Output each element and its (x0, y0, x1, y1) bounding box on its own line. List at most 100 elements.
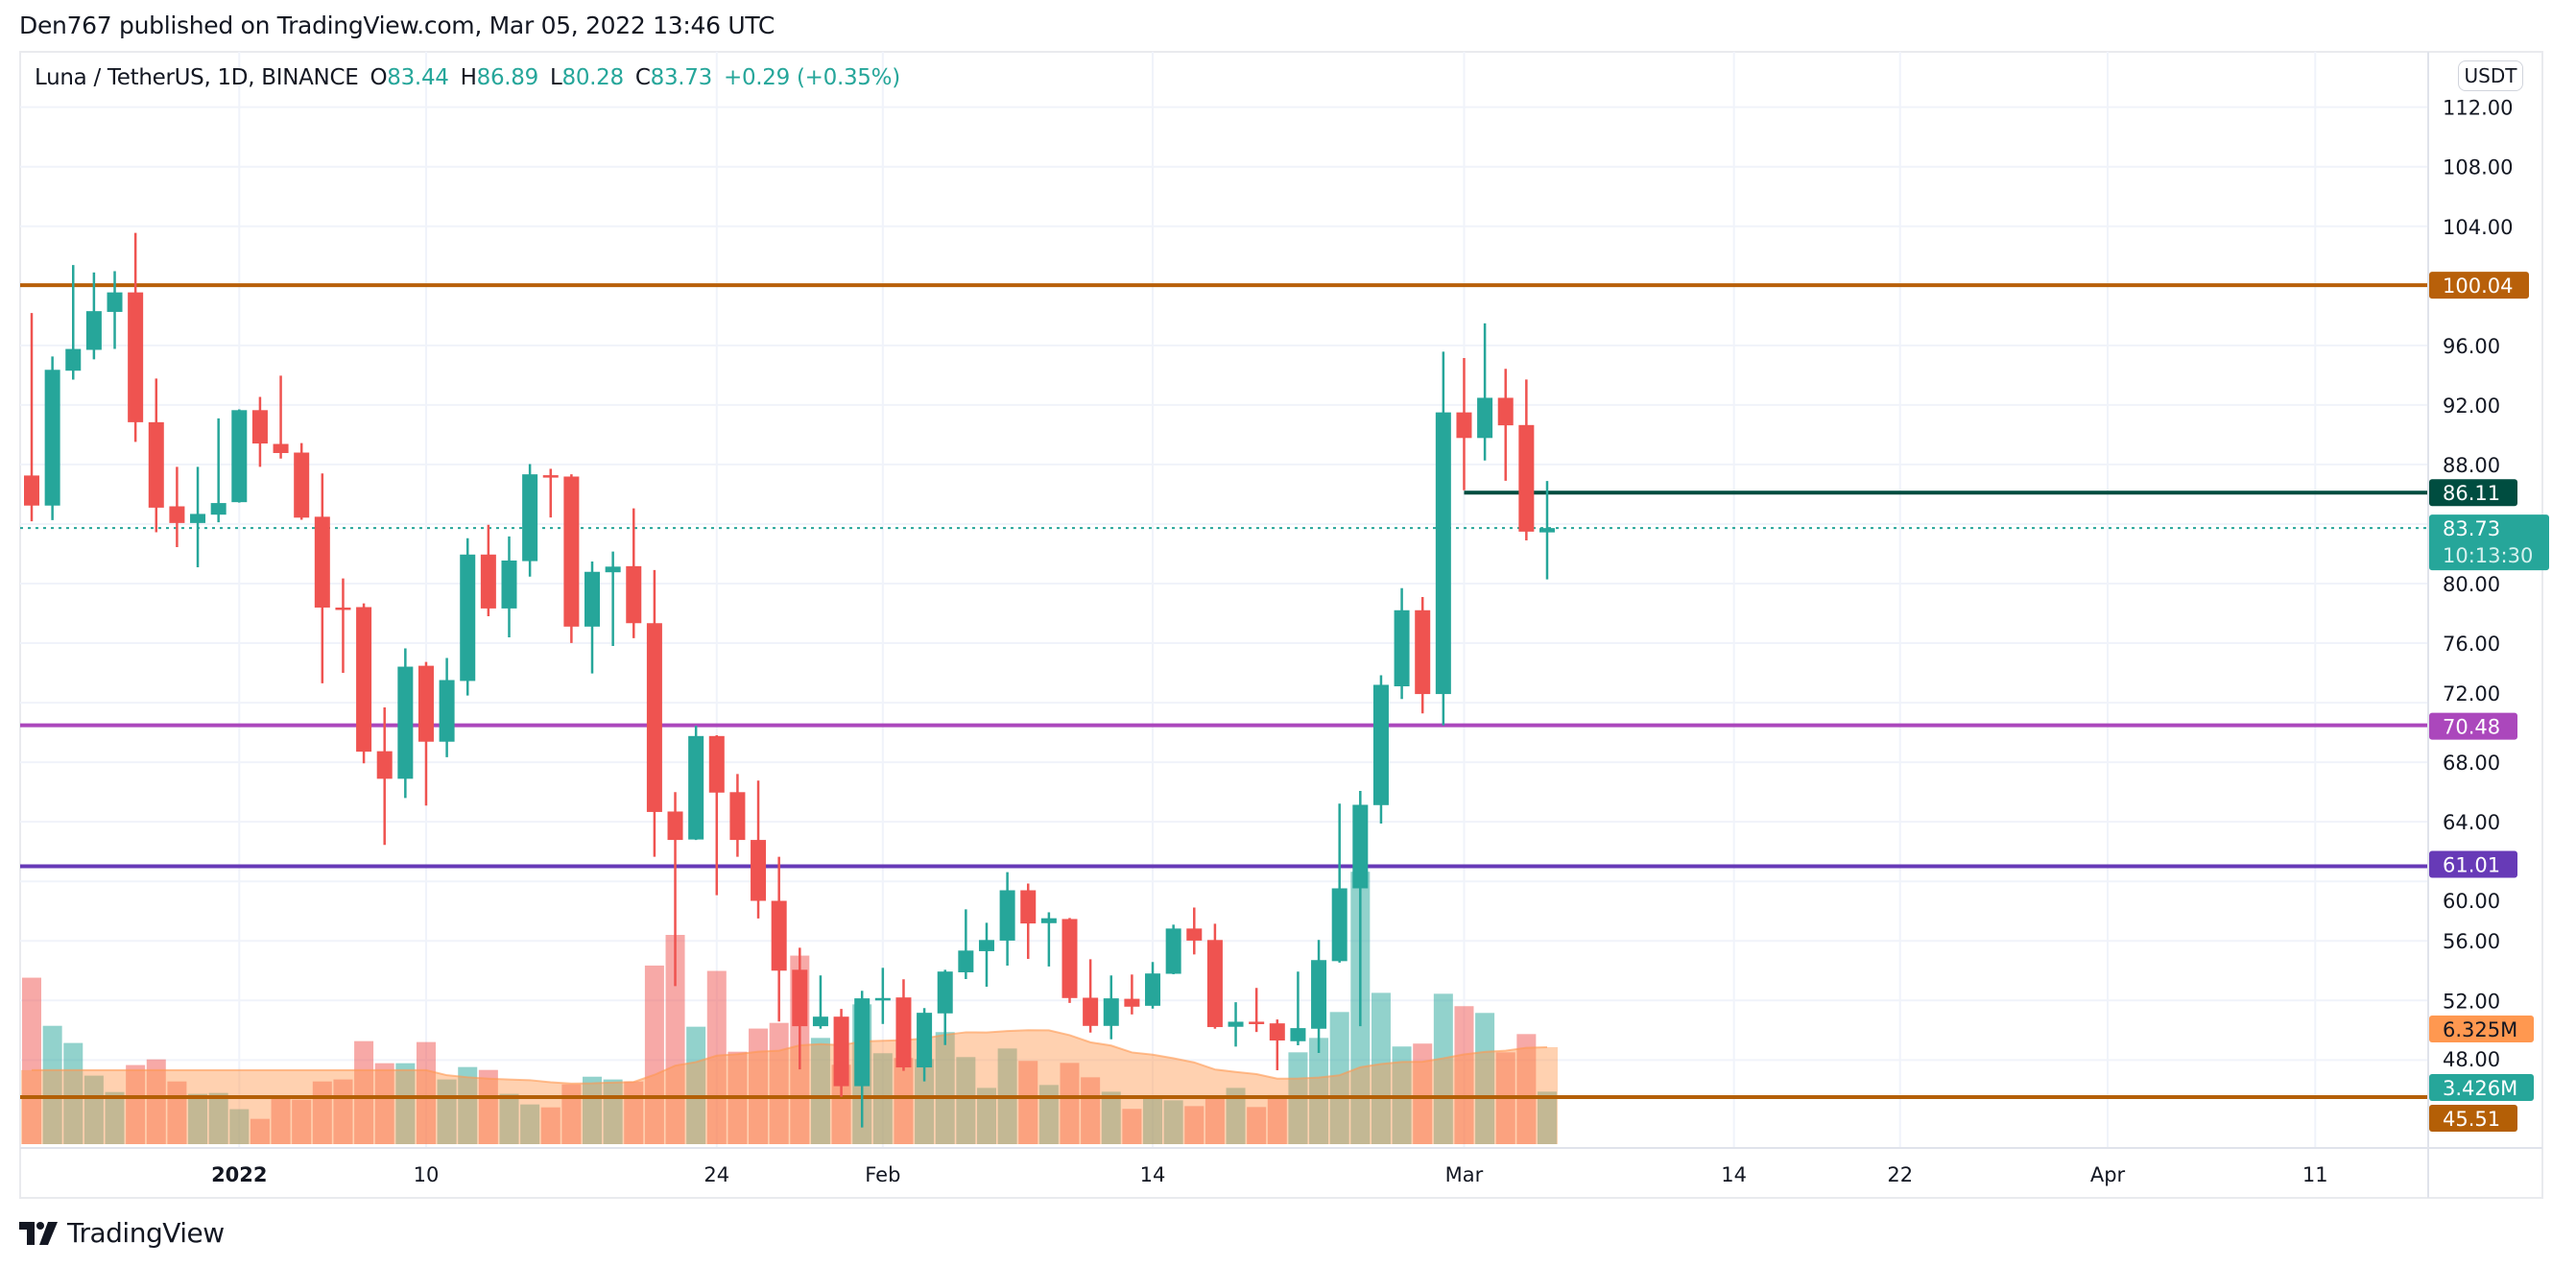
candle[interactable] (107, 271, 123, 349)
price-label-level-61[interactable]: 61.01 (2429, 850, 2517, 878)
candle[interactable] (294, 442, 310, 520)
candle[interactable] (937, 969, 953, 1045)
candle[interactable] (1415, 596, 1431, 714)
candle[interactable] (1165, 924, 1181, 974)
price-axis[interactable]: 112.00 108.00 104.00 96.00 92.00 88.00 80.00 76… (2443, 97, 2513, 1071)
candle[interactable] (1497, 369, 1514, 481)
currency-button[interactable]: USDT (2458, 60, 2523, 91)
candle[interactable] (376, 707, 393, 846)
candle[interactable] (1206, 923, 1223, 1029)
candle[interactable] (1518, 379, 1535, 541)
candle[interactable] (729, 774, 746, 857)
candle[interactable] (833, 1009, 849, 1097)
time-axis[interactable]: 2022 10 24 Feb 14 Mar 14 22 Apr 11 (211, 1163, 2328, 1186)
candle[interactable] (812, 975, 828, 1029)
candle[interactable] (1290, 971, 1306, 1045)
candle-body (1477, 397, 1493, 439)
volume-bar (1038, 1085, 1059, 1144)
candle[interactable] (1040, 912, 1057, 967)
candle[interactable] (522, 464, 538, 577)
footer-brand[interactable]: TradingView (19, 1217, 225, 1249)
price-label-last-price[interactable]: 83.73 10:13:30 (2429, 514, 2549, 571)
price-label-level-70[interactable]: 70.48 (2429, 712, 2517, 740)
candle[interactable] (1186, 907, 1203, 955)
candle[interactable] (1311, 940, 1327, 1054)
candle[interactable] (128, 232, 144, 442)
candle[interactable] (958, 909, 974, 979)
candle[interactable] (148, 378, 164, 533)
candle[interactable] (1538, 481, 1555, 580)
candle[interactable] (542, 468, 559, 518)
price-label-level-45[interactable]: 45.51 (2429, 1105, 2517, 1132)
candle[interactable] (1331, 803, 1348, 963)
candle[interactable] (1477, 323, 1493, 461)
candle[interactable] (1269, 1019, 1285, 1071)
candle-body (148, 421, 164, 508)
candle[interactable] (231, 409, 248, 503)
candle[interactable] (584, 562, 601, 674)
candle[interactable] (708, 735, 725, 896)
candle[interactable] (605, 551, 621, 646)
candle[interactable] (1228, 1002, 1244, 1047)
candle[interactable] (417, 661, 434, 806)
candle[interactable] (1372, 675, 1389, 825)
price-label-last-volume[interactable]: 3.426M (2429, 1074, 2534, 1101)
price-axis-tick: 60.00 (2443, 890, 2500, 913)
time-axis-label: 2022 (211, 1163, 267, 1186)
candle[interactable] (917, 1008, 933, 1082)
candle[interactable] (978, 922, 994, 988)
time-axis-label: Feb (865, 1163, 900, 1186)
candle[interactable] (44, 356, 60, 520)
candle[interactable] (667, 792, 683, 987)
price-axis-tick: 80.00 (2443, 573, 2500, 596)
candle[interactable] (771, 856, 787, 1022)
candle[interactable] (1394, 587, 1410, 700)
candle[interactable] (688, 726, 704, 841)
candle[interactable] (854, 991, 871, 1128)
candle[interactable] (751, 780, 767, 919)
candle[interactable] (273, 375, 289, 459)
candle[interactable] (895, 979, 912, 1071)
candle[interactable] (397, 648, 414, 799)
candle[interactable] (439, 657, 455, 757)
candle[interactable] (874, 968, 891, 1024)
candle[interactable] (85, 272, 102, 360)
high-value: 86.89 (476, 65, 539, 90)
candle[interactable] (646, 569, 662, 857)
price-label-text: 3.426M (2443, 1077, 2517, 1100)
volume-bar (1163, 1100, 1183, 1144)
price-label-level-86[interactable]: 86.11 (2429, 479, 2517, 507)
candle[interactable] (480, 524, 496, 616)
candle[interactable] (65, 265, 82, 380)
candle[interactable] (251, 396, 268, 467)
candle[interactable] (626, 508, 642, 638)
price-axis-tick: 112.00 (2443, 97, 2513, 120)
candle[interactable] (1145, 962, 1161, 1009)
candle[interactable] (1061, 918, 1078, 1003)
symbol-name[interactable]: Luna / TetherUS, 1D, BINANCE (35, 65, 359, 90)
candle[interactable] (999, 872, 1015, 966)
high-label: H (460, 65, 477, 90)
candle[interactable] (460, 538, 476, 696)
candle[interactable] (335, 578, 351, 674)
candle[interactable] (501, 536, 517, 637)
candle[interactable] (1083, 959, 1099, 1033)
candle[interactable] (314, 473, 330, 683)
candle[interactable] (1435, 351, 1451, 726)
candle[interactable] (563, 474, 580, 643)
price-label-level-100[interactable]: 100.04 (2429, 272, 2529, 299)
candle[interactable] (169, 466, 185, 548)
candle[interactable] (24, 313, 39, 522)
candle[interactable] (1352, 791, 1369, 1027)
candle[interactable] (1103, 975, 1119, 1040)
candle[interactable] (1124, 974, 1140, 1015)
candle[interactable] (210, 418, 227, 523)
candle[interactable] (1249, 988, 1265, 1033)
candle[interactable] (1020, 883, 1037, 960)
candle[interactable] (1456, 358, 1472, 490)
candle[interactable] (792, 947, 808, 1070)
candle[interactable] (356, 603, 372, 764)
candle[interactable] (190, 466, 206, 567)
price-label-volume-ma[interactable]: 6.325M (2429, 1016, 2534, 1042)
